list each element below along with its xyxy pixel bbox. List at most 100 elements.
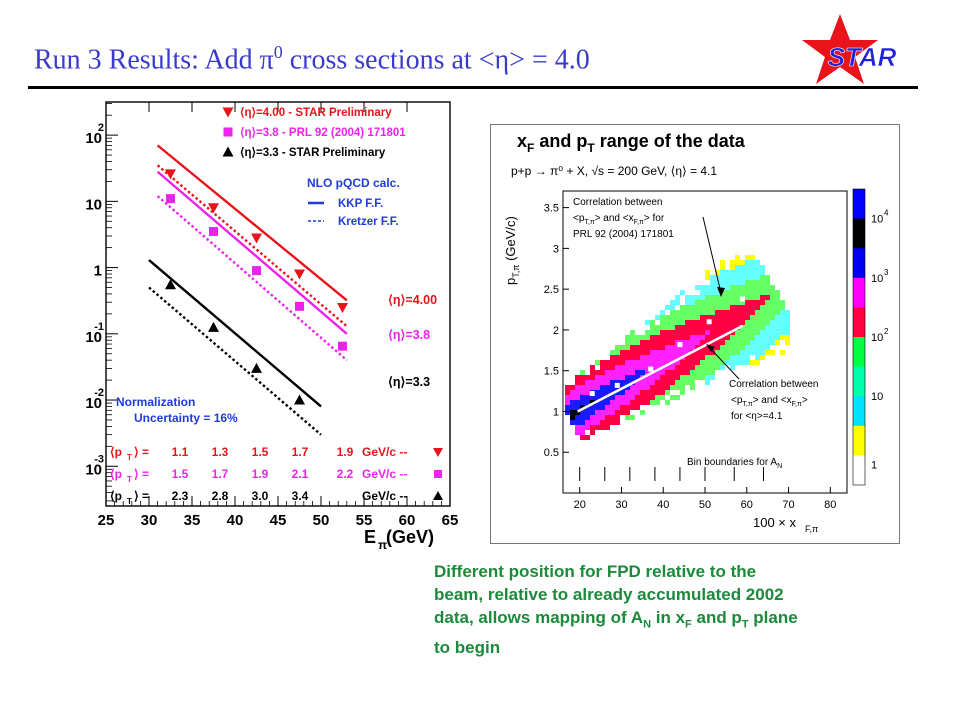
heatmap-cell bbox=[740, 330, 745, 335]
heatmap-cell bbox=[780, 320, 785, 325]
kkp-curve bbox=[156, 170, 348, 335]
heatmap-cell bbox=[575, 380, 580, 385]
heatmap-cell bbox=[775, 335, 780, 340]
annotation-text: > bbox=[802, 395, 808, 406]
pt-value: 1.7 bbox=[212, 467, 229, 481]
heatmap-cell bbox=[740, 360, 745, 365]
heatmap-cell bbox=[765, 325, 770, 330]
heatmap-cell bbox=[655, 340, 660, 345]
x-tick-label: 55 bbox=[356, 512, 373, 529]
heatmap-cell bbox=[630, 400, 635, 405]
heatmap-cell bbox=[745, 275, 750, 280]
heatmap-cell bbox=[705, 355, 710, 360]
heatmap-cell bbox=[675, 345, 680, 350]
heatmap-cell bbox=[785, 335, 790, 340]
heatmap-cell bbox=[685, 345, 690, 350]
pt-value: 1.7 bbox=[292, 445, 309, 459]
heatmap-cell bbox=[630, 405, 635, 410]
heatmap-cell bbox=[595, 370, 600, 375]
pt-value: 1.9 bbox=[252, 467, 269, 481]
heatmap-cell bbox=[705, 305, 710, 310]
heatmap-cell bbox=[715, 315, 720, 320]
heatmap-cell bbox=[600, 375, 605, 380]
heatmap-cell bbox=[605, 375, 610, 380]
heatmap-cell bbox=[585, 375, 590, 380]
title-pi: π bbox=[259, 44, 274, 76]
slide-title: Run 3 Results: Add π0 cross sections at … bbox=[34, 42, 590, 76]
pt-row-label: ⟨p bbox=[110, 467, 122, 481]
heatmap-cell bbox=[735, 360, 740, 365]
heatmap-cell bbox=[600, 360, 605, 365]
heatmap-cell bbox=[755, 270, 760, 275]
heatmap-cell bbox=[670, 385, 675, 390]
heatmap-cell bbox=[745, 265, 750, 270]
heatmap-cell bbox=[725, 300, 730, 305]
heatmap-cell bbox=[595, 360, 600, 365]
heatmap-cell bbox=[630, 365, 635, 370]
heatmap-cell bbox=[650, 325, 655, 330]
data-point bbox=[165, 279, 176, 290]
heatmap-cell bbox=[760, 315, 765, 320]
heatmap-cell bbox=[715, 365, 720, 370]
heatmap-cell bbox=[710, 325, 715, 330]
annotation-1-line-2: <pT,π> and <xF,π> for bbox=[573, 213, 665, 226]
heatmap-cell bbox=[690, 300, 695, 305]
heatmap-cell bbox=[645, 335, 650, 340]
heatmap-cell bbox=[740, 335, 745, 340]
heatmap-cell bbox=[645, 330, 650, 335]
heatmap-cell bbox=[685, 350, 690, 355]
heatmap-cell bbox=[760, 265, 765, 270]
heatmap-cell bbox=[705, 335, 710, 340]
heatmap-cell bbox=[635, 340, 640, 345]
heatmap-cell bbox=[750, 345, 755, 350]
heatmap-cell bbox=[680, 380, 685, 385]
heatmap-cell bbox=[750, 310, 755, 315]
colorbar-label: 1 bbox=[871, 459, 877, 471]
heatmap-cell bbox=[680, 290, 685, 295]
heatmap-cell bbox=[720, 310, 725, 315]
x-tick-label: 80 bbox=[824, 499, 836, 511]
heatmap-cell bbox=[760, 340, 765, 345]
heatmap-cell bbox=[700, 300, 705, 305]
heatmap-cell bbox=[650, 345, 655, 350]
heatmap-cell bbox=[670, 355, 675, 360]
heatmap-cell bbox=[690, 315, 695, 320]
heatmap-cell bbox=[610, 410, 615, 415]
heatmap-cell bbox=[670, 350, 675, 355]
heatmap-cell bbox=[715, 350, 720, 355]
heatmap-cell bbox=[580, 380, 585, 385]
heatmap-cell bbox=[600, 410, 605, 415]
heatmap-cell bbox=[755, 280, 760, 285]
heatmap-cell bbox=[605, 420, 610, 425]
heatmap-cell bbox=[660, 335, 665, 340]
heatmap-cell bbox=[585, 395, 590, 400]
heatmap-cell bbox=[785, 340, 790, 345]
heatmap-cell bbox=[575, 400, 580, 405]
heatmap-cell bbox=[775, 320, 780, 325]
heatmap-cell bbox=[615, 345, 620, 350]
heatmap-cell bbox=[695, 300, 700, 305]
heatmap-cell bbox=[575, 430, 580, 435]
heatmap-cell bbox=[710, 335, 715, 340]
heatmap-cell bbox=[605, 415, 610, 420]
normalization-uncertainty: Uncertainty = 16% bbox=[134, 411, 238, 425]
heatmap-cell bbox=[675, 330, 680, 335]
panel-title-text: x bbox=[517, 131, 527, 151]
data-point bbox=[251, 233, 262, 244]
heatmap-cell bbox=[740, 260, 745, 265]
heatmap-cell bbox=[725, 350, 730, 355]
heatmap-cell bbox=[600, 390, 605, 395]
heatmap-cell bbox=[600, 370, 605, 375]
heatmap-cell bbox=[655, 385, 660, 390]
heatmap-cell bbox=[745, 295, 750, 300]
colorbar-segment bbox=[853, 425, 865, 456]
heatmap-cell bbox=[755, 350, 760, 355]
heatmap-cell bbox=[740, 305, 745, 310]
panel-title-subscript: T bbox=[587, 141, 595, 155]
x-tick-label: 30 bbox=[141, 512, 158, 529]
heatmap-cell bbox=[720, 360, 725, 365]
heatmap-cell bbox=[585, 410, 590, 415]
heatmap-cell bbox=[750, 350, 755, 355]
heatmap-cell bbox=[715, 345, 720, 350]
heatmap-cell bbox=[660, 315, 665, 320]
